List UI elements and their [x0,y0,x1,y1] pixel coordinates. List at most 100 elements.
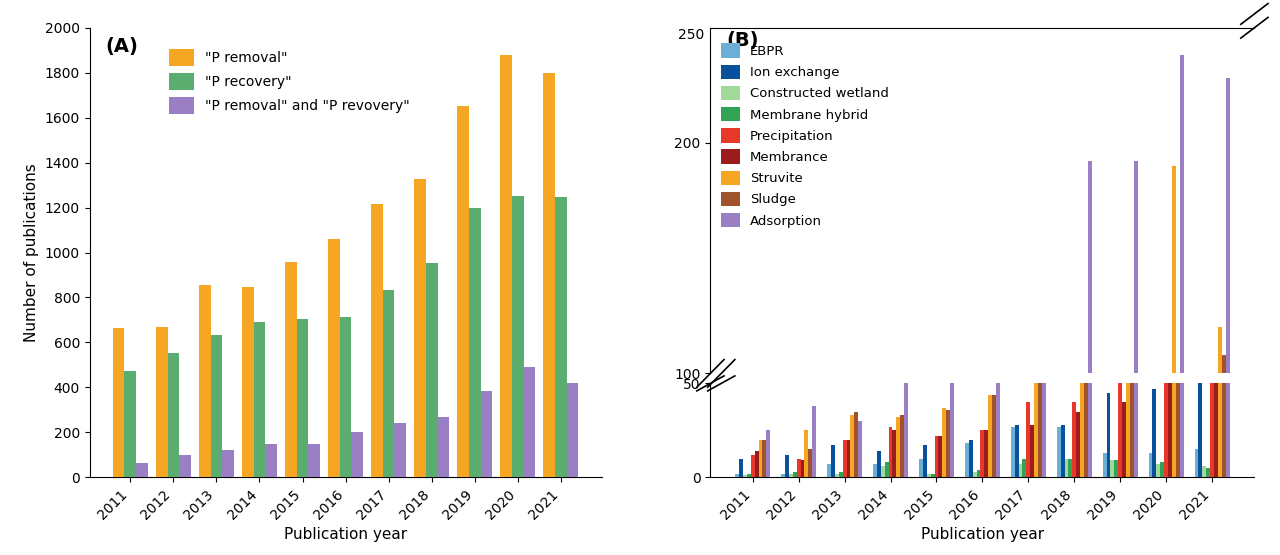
Bar [996,308,1000,477]
Bar [988,395,992,477]
Bar [1123,512,1126,555]
Legend: EBPR, Ion exchange, Constructed wetland, Membrane hybrid, Precipitation, Membran: EBPR, Ion exchange, Constructed wetland,… [716,38,895,233]
Bar [1165,466,1169,555]
Bar [739,458,742,477]
Bar [1226,49,1230,477]
Bar [1069,458,1073,477]
Bar [265,443,276,477]
Bar [884,462,888,477]
Bar [198,285,211,477]
Bar [873,464,877,477]
Bar [942,518,946,555]
Bar [1210,380,1213,477]
Bar [805,546,809,555]
Bar [1210,484,1213,555]
Bar [796,458,800,477]
Bar [927,473,931,477]
X-axis label: Publication year: Publication year [284,527,407,542]
Bar [1106,500,1111,555]
Bar [755,451,759,477]
Bar [742,476,746,477]
Bar [980,430,984,477]
Bar [544,73,556,477]
Bar [1073,512,1076,555]
Bar [735,473,739,477]
Bar [934,553,938,555]
Bar [931,473,934,477]
Bar [1057,427,1061,477]
Bar [923,445,927,477]
Bar [934,436,938,477]
Bar [211,335,223,477]
Bar [1156,464,1160,477]
Bar [1222,355,1226,555]
Bar [415,179,426,477]
Bar [1027,402,1030,477]
Bar [1042,385,1046,555]
Bar [371,204,383,477]
Bar [1076,523,1080,555]
Bar [946,410,950,477]
Bar [881,466,884,477]
Bar [1088,162,1092,555]
Bar [813,516,817,555]
Bar [426,263,438,477]
Bar [457,107,468,477]
Bar [900,528,904,555]
Bar [792,472,796,477]
Bar [835,473,838,477]
Bar [827,464,831,477]
Bar [1084,420,1088,555]
Bar [1088,117,1092,477]
Bar [1102,453,1106,477]
Bar [854,523,859,555]
Bar [767,546,771,555]
Bar [1061,425,1065,477]
Bar [904,477,908,555]
Bar [394,423,406,477]
X-axis label: Publication year: Publication year [920,527,1044,542]
Bar [1080,420,1084,555]
Bar [896,417,900,477]
Bar [850,528,854,555]
Bar [1202,466,1206,477]
Text: (A): (A) [105,37,138,56]
Bar [892,546,896,555]
Bar [253,322,265,477]
Bar [950,384,954,477]
Bar [1134,117,1138,477]
Bar [838,472,842,477]
Bar [877,451,881,477]
Bar [785,455,788,477]
Bar [892,430,896,477]
Bar [1198,369,1202,477]
Bar [1180,56,1184,555]
Bar [1106,393,1111,477]
Bar [1194,449,1198,477]
Bar [1169,359,1172,477]
Bar [1076,412,1080,477]
Bar [1165,365,1169,477]
Bar [556,198,567,477]
Bar [992,395,996,477]
Bar [352,432,364,477]
Bar [859,421,863,477]
Bar [1027,512,1030,555]
Text: (B): (B) [727,31,759,50]
Bar [468,208,480,477]
Bar [383,290,394,477]
Bar [567,383,579,477]
Bar [1148,453,1152,477]
Bar [242,287,253,477]
Bar [1084,327,1088,477]
Bar [938,553,942,555]
Y-axis label: Number of publications: Number of publications [24,163,40,342]
Bar [781,473,785,477]
Bar [767,430,771,477]
Bar [1169,458,1172,555]
Bar [846,440,850,477]
Bar [1073,402,1076,477]
Bar [1119,369,1123,477]
Bar [1019,464,1023,477]
Bar [1172,166,1176,555]
